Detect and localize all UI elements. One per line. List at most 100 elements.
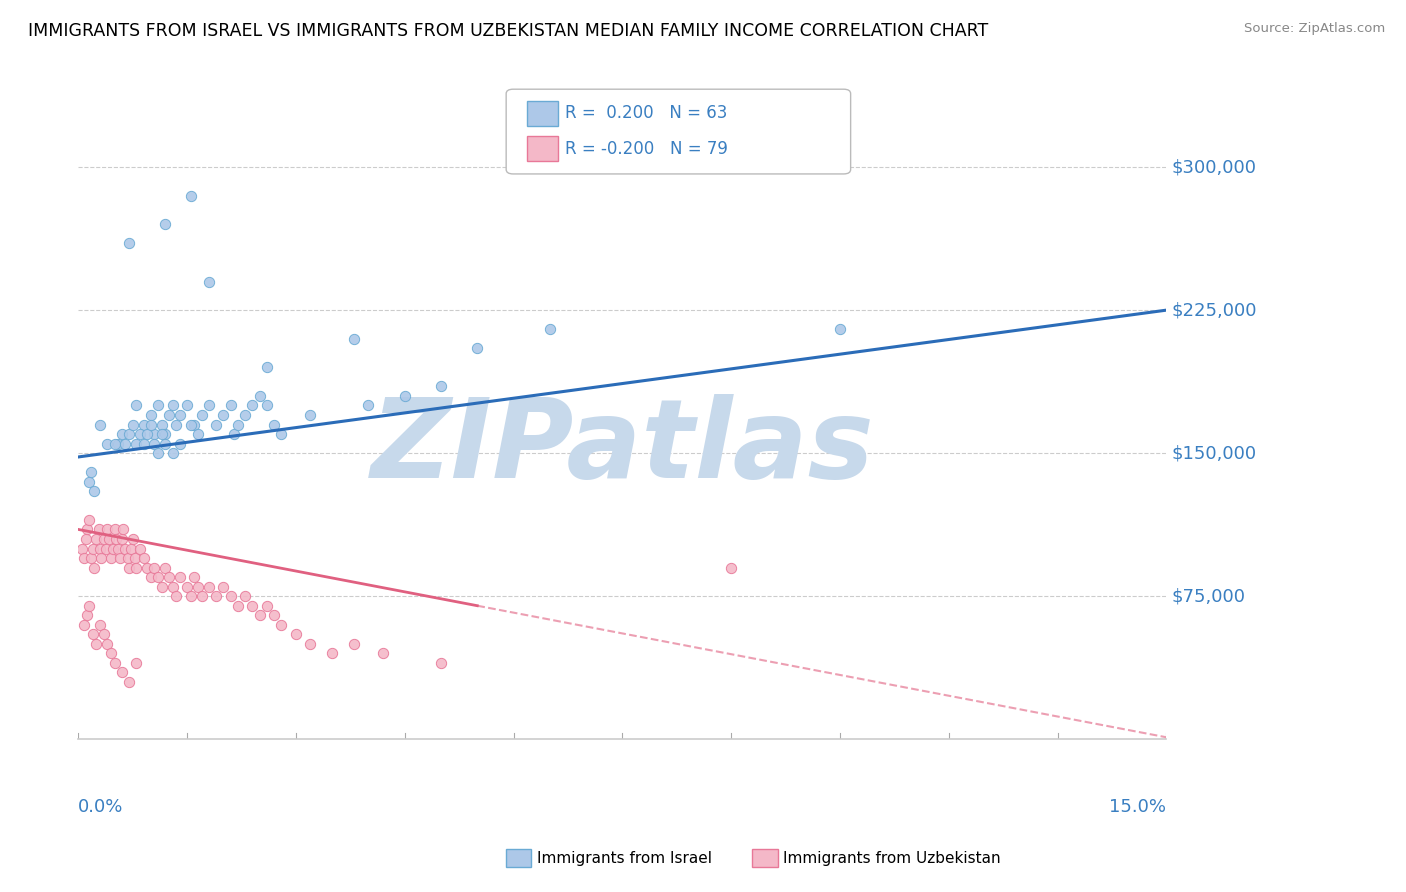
- Point: [114, 541, 136, 556]
- Point: [343, 637, 366, 651]
- Point: [111, 427, 134, 442]
- Point: [169, 570, 191, 584]
- Point: [107, 436, 129, 450]
- Point: [284, 627, 307, 641]
- Point: [132, 436, 155, 450]
- Text: R = -0.200   N = 79: R = -0.200 N = 79: [565, 140, 728, 158]
- Text: $75,000: $75,000: [1173, 587, 1246, 605]
- Point: [96, 637, 118, 651]
- Point: [114, 436, 136, 450]
- Point: [183, 417, 205, 432]
- Point: [75, 532, 97, 546]
- Point: [299, 408, 322, 422]
- Point: [150, 427, 173, 442]
- Point: [219, 589, 242, 603]
- Point: [121, 532, 143, 546]
- Point: [132, 417, 155, 432]
- Point: [263, 608, 285, 623]
- Point: [139, 570, 162, 584]
- Point: [176, 399, 198, 413]
- Point: [187, 580, 209, 594]
- Point: [104, 532, 127, 546]
- Point: [82, 541, 104, 556]
- Point: [162, 446, 184, 460]
- Point: [96, 523, 118, 537]
- Point: [97, 532, 120, 546]
- Point: [190, 408, 212, 422]
- Point: [73, 551, 96, 566]
- Point: [169, 436, 191, 450]
- Point: [198, 399, 221, 413]
- Point: [150, 580, 173, 594]
- Point: [343, 332, 366, 346]
- Point: [212, 580, 235, 594]
- Point: [80, 551, 103, 566]
- Point: [226, 599, 249, 613]
- Point: [183, 570, 205, 584]
- Point: [180, 589, 202, 603]
- Point: [224, 427, 246, 442]
- Point: [538, 322, 561, 336]
- Text: $225,000: $225,000: [1173, 301, 1257, 319]
- Point: [139, 408, 162, 422]
- Point: [219, 399, 242, 413]
- Point: [162, 399, 184, 413]
- Point: [299, 637, 322, 651]
- Point: [357, 399, 380, 413]
- Point: [143, 427, 166, 442]
- Text: $150,000: $150,000: [1173, 444, 1257, 462]
- Point: [93, 627, 115, 641]
- Point: [155, 427, 177, 442]
- Point: [94, 541, 117, 556]
- Text: Immigrants from Israel: Immigrants from Israel: [537, 851, 711, 865]
- Point: [89, 541, 111, 556]
- Point: [118, 560, 141, 574]
- Point: [101, 541, 124, 556]
- Point: [77, 599, 100, 613]
- Point: [121, 417, 143, 432]
- Point: [77, 475, 100, 489]
- Point: [256, 399, 278, 413]
- Point: [430, 656, 453, 670]
- Point: [190, 589, 212, 603]
- Point: [83, 484, 105, 499]
- Point: [143, 436, 166, 450]
- Point: [86, 637, 108, 651]
- Point: [321, 646, 343, 660]
- Point: [146, 446, 169, 460]
- Point: [76, 523, 98, 537]
- Point: [118, 427, 141, 442]
- Point: [80, 465, 103, 479]
- Point: [107, 541, 129, 556]
- Point: [270, 427, 292, 442]
- Point: [242, 399, 264, 413]
- Point: [83, 560, 105, 574]
- Point: [136, 560, 159, 574]
- Point: [256, 599, 278, 613]
- Point: [828, 322, 851, 336]
- Point: [180, 188, 202, 202]
- Point: [165, 589, 187, 603]
- Point: [87, 523, 110, 537]
- Point: [176, 580, 198, 594]
- Point: [150, 417, 173, 432]
- Point: [226, 417, 249, 432]
- Point: [139, 417, 162, 432]
- Text: 15.0%: 15.0%: [1109, 797, 1167, 815]
- Point: [82, 627, 104, 641]
- Point: [155, 560, 177, 574]
- Point: [205, 417, 228, 432]
- Point: [112, 523, 135, 537]
- Text: R =  0.200   N = 63: R = 0.200 N = 63: [565, 104, 727, 122]
- Point: [180, 417, 202, 432]
- Point: [110, 551, 132, 566]
- Point: [118, 236, 141, 251]
- Point: [256, 360, 278, 375]
- Point: [111, 665, 134, 680]
- Point: [76, 608, 98, 623]
- Point: [205, 589, 228, 603]
- Point: [263, 417, 285, 432]
- Point: [249, 608, 271, 623]
- Point: [111, 532, 134, 546]
- Point: [125, 560, 148, 574]
